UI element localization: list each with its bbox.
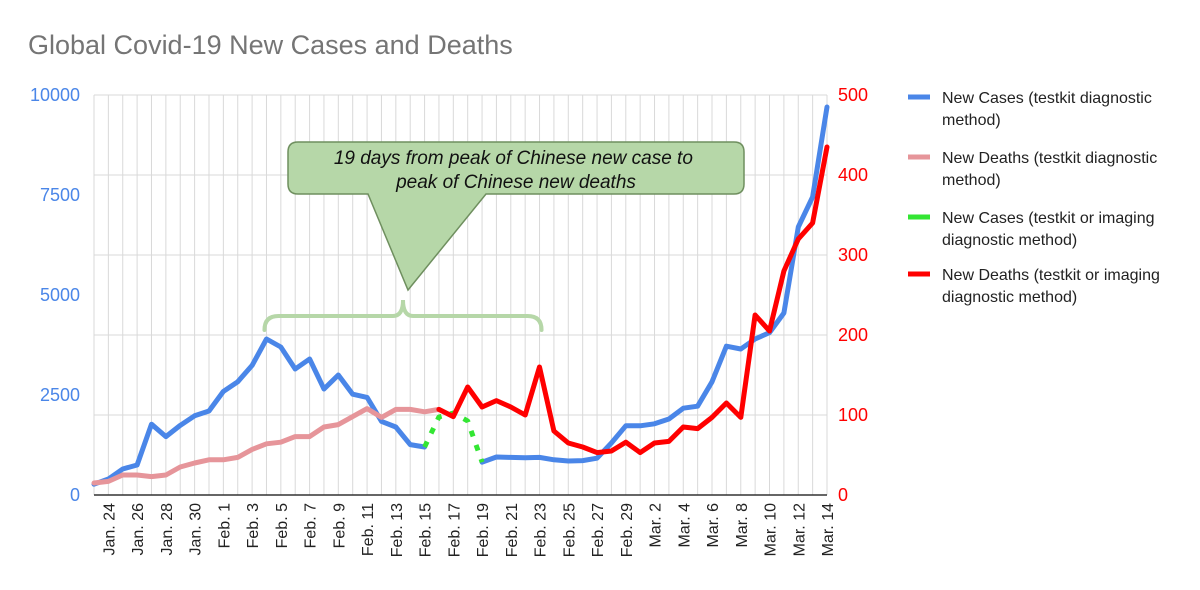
x-tick-label: Mar. 12 xyxy=(791,503,808,556)
x-tick-label: Feb. 9 xyxy=(331,503,348,548)
x-tick-label: Feb. 15 xyxy=(418,503,435,557)
x-tick-label: Feb. 27 xyxy=(590,503,607,557)
legend-label: New Deaths (testkit or imaging diagnostic… xyxy=(942,267,1160,306)
y-right-tick-label: 500 xyxy=(838,85,868,105)
x-tick-label: Feb. 11 xyxy=(360,503,377,556)
annotation-callout xyxy=(287,141,745,292)
annotation-text: 19 days from peak of Chinese new case to… xyxy=(334,148,698,193)
x-tick-label: Feb. 19 xyxy=(475,503,492,557)
y-left-tick-label: 5000 xyxy=(40,285,80,305)
series-lines xyxy=(91,104,830,487)
y-left-tick-label: 7500 xyxy=(40,185,80,205)
series-line-1 xyxy=(91,336,428,487)
x-tick-label: Jan. 30 xyxy=(188,503,205,556)
x-tick-label: Feb. 29 xyxy=(619,503,636,557)
x-tick-label: Mar. 10 xyxy=(763,503,780,556)
series-line-4 xyxy=(436,144,830,456)
y-right-tick-label: 0 xyxy=(838,485,848,505)
y-axis-left: 0 2500 5000 7500 10000 xyxy=(30,85,80,505)
x-tick-label: Jan. 26 xyxy=(130,503,147,556)
y-axis-right: 0 100 200 300 400 500 xyxy=(838,85,868,505)
x-tick-label: Feb. 23 xyxy=(533,503,550,557)
y-right-tick-label: 300 xyxy=(838,245,868,265)
x-tick-label: Feb. 17 xyxy=(446,503,463,557)
x-tick-label: Feb. 3 xyxy=(245,503,262,548)
legend-label: New Cases (testkit or imaging diagnostic … xyxy=(942,210,1155,249)
chart-title: Global Covid-19 New Cases and Deaths xyxy=(28,30,513,60)
y-right-tick-label: 100 xyxy=(838,405,868,425)
x-axis: Jan. 24 Jan. 26 Jan. 28 Jan. 30 Feb. 1 Feb. 3… xyxy=(101,503,837,557)
x-tick-label: Mar. 2 xyxy=(648,503,665,548)
y-right-tick-label: 200 xyxy=(838,325,868,345)
x-tick-label: Mar. 14 xyxy=(820,503,837,556)
x-tick-label: Feb. 25 xyxy=(561,503,578,557)
x-tick-label: Feb. 7 xyxy=(303,503,320,548)
y-left-tick-label: 10000 xyxy=(30,85,80,105)
y-left-tick-label: 2500 xyxy=(40,385,80,405)
legend-label: New Deaths (testkit diagnostic method) xyxy=(942,150,1157,189)
legend-label: New Cases (testkit diagnostic method) xyxy=(942,90,1152,129)
y-left-tick-label: 0 xyxy=(70,485,80,505)
x-tick-label: Mar. 6 xyxy=(705,503,722,548)
x-tick-label: Feb. 13 xyxy=(389,503,406,557)
x-tick-label: Jan. 28 xyxy=(159,503,176,556)
series-line-2 xyxy=(91,406,442,486)
x-tick-label: Feb. 5 xyxy=(274,503,291,548)
x-tick-label: Mar. 4 xyxy=(676,503,693,548)
x-tick-label: Feb. 1 xyxy=(216,503,233,548)
x-tick-label: Feb. 21 xyxy=(504,503,521,557)
annotation-brace xyxy=(262,299,544,332)
legend: New Cases (testkit diagnostic method) New … xyxy=(908,90,1160,306)
y-right-tick-label: 400 xyxy=(838,165,868,185)
x-tick-label: Mar. 8 xyxy=(734,503,751,548)
x-tick-label: Jan. 24 xyxy=(101,503,118,556)
annotation: 19 days from peak of Chinese new case to… xyxy=(262,141,745,332)
